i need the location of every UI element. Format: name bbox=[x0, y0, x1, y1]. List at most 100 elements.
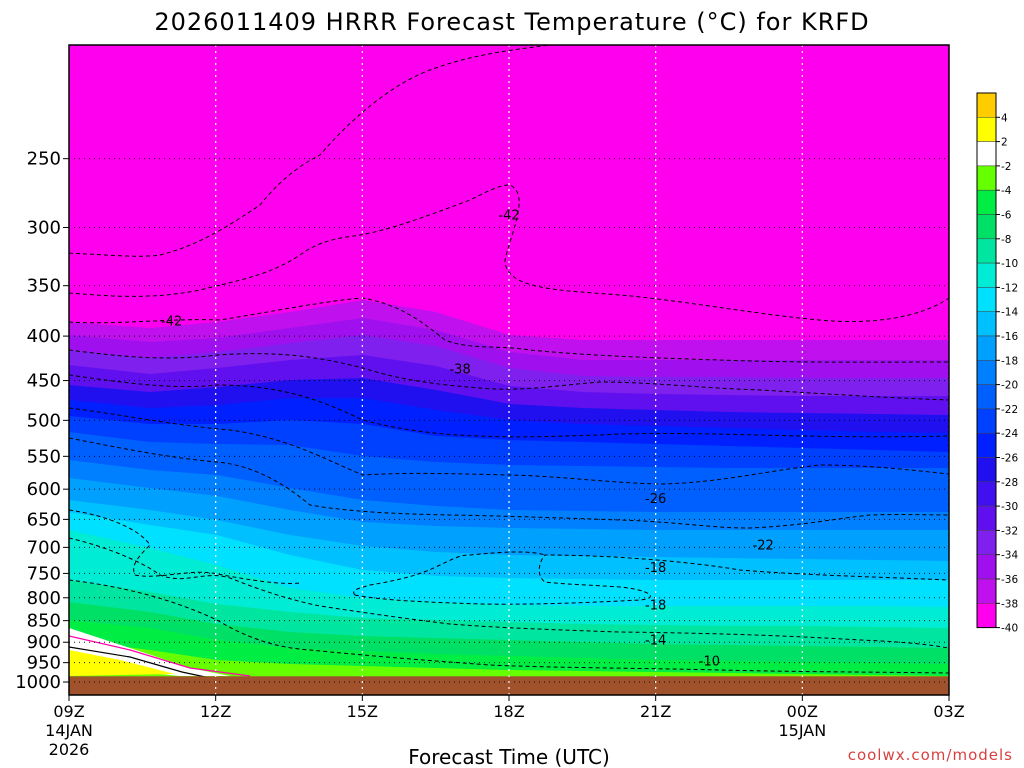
colorbar-label-6: -10 bbox=[1001, 258, 1018, 270]
contour-label-4: -22 bbox=[753, 539, 774, 554]
contour-line-1 bbox=[69, 184, 949, 322]
colorbar-box-19 bbox=[976, 554, 997, 580]
zero-isotherm bbox=[69, 646, 211, 679]
contour-line-2 bbox=[69, 297, 949, 363]
y-tick-label-550: 550 bbox=[27, 446, 61, 467]
x-tick-date-0: 14JAN bbox=[45, 721, 93, 740]
colorbar-box-4 bbox=[976, 189, 997, 215]
contour-label-3: -26 bbox=[645, 492, 666, 507]
ground-surface bbox=[69, 676, 949, 695]
contour-line-4 bbox=[69, 374, 949, 438]
contour-line-3 bbox=[69, 349, 949, 401]
credit-text[interactable]: coolwx.com/models bbox=[848, 746, 1013, 764]
y-tick-label-700: 700 bbox=[27, 537, 61, 558]
x-tick-label-18: 03Z bbox=[933, 702, 964, 721]
y-tick-label-500: 500 bbox=[27, 410, 61, 431]
x-tick-label-0: 09Z bbox=[53, 702, 84, 721]
colorbar-label-20: -38 bbox=[1001, 598, 1018, 610]
y-tick-label-950: 950 bbox=[27, 653, 61, 674]
colorbar-box-10 bbox=[976, 335, 997, 361]
x-tick-label-6: 15Z bbox=[347, 702, 378, 721]
colorbar-box-11 bbox=[976, 360, 997, 385]
colorbar-box-13 bbox=[976, 408, 997, 434]
contour-line-7 bbox=[69, 509, 301, 584]
y-tick-label-350: 350 bbox=[27, 276, 61, 297]
contour-label-1: -42 bbox=[161, 315, 182, 330]
colorbar-box-21 bbox=[976, 603, 997, 628]
x-tick-year-0: 2026 bbox=[49, 740, 90, 759]
colorbar-box-20 bbox=[976, 578, 997, 604]
colorbar-box-7 bbox=[976, 262, 997, 288]
x-tick-label-9: 18Z bbox=[493, 702, 524, 721]
colorbar-box-14 bbox=[976, 432, 997, 458]
contour-line-10 bbox=[354, 554, 949, 605]
contour-lines bbox=[69, 45, 949, 674]
colorbar-box-2 bbox=[976, 141, 997, 167]
colorbar-box-3 bbox=[976, 165, 997, 191]
contour-line-5 bbox=[69, 407, 949, 485]
contour-line-8 bbox=[69, 537, 949, 649]
colorbar-label-16: -30 bbox=[1001, 501, 1018, 513]
contour-line-11 bbox=[353, 551, 546, 596]
y-tick-label-850: 850 bbox=[27, 611, 61, 632]
colorbar-box-12 bbox=[976, 384, 997, 410]
colorbar-label-18: -34 bbox=[1001, 550, 1018, 562]
y-tick-label-650: 650 bbox=[27, 509, 61, 530]
colorbar-box-18 bbox=[976, 530, 997, 555]
x-tick-label-15: 00Z bbox=[787, 702, 818, 721]
colorbar-box-1 bbox=[976, 117, 997, 142]
colorbar-box-9 bbox=[976, 311, 997, 337]
colorbar-label-1: 2 bbox=[1001, 137, 1008, 149]
colorbar-label-9: -16 bbox=[1001, 331, 1018, 343]
colorbar-label-19: -36 bbox=[1001, 574, 1018, 586]
y-axis: 2503003504004505005506006507007508008509… bbox=[15, 149, 69, 693]
contour-label-0: -42 bbox=[498, 209, 519, 224]
pink-isotherm bbox=[69, 635, 251, 677]
y-tick-label-750: 750 bbox=[27, 563, 61, 584]
colorbar-label-8: -14 bbox=[1001, 307, 1018, 319]
colorbar-box-15 bbox=[976, 457, 997, 483]
contour-labels: -42 -42 -38 -26 -22 -18 -18 -14 -10 bbox=[161, 209, 774, 670]
freezing-lines bbox=[69, 635, 251, 679]
colorbar-label-15: -28 bbox=[1001, 477, 1018, 489]
colorbar-label-13: -24 bbox=[1001, 428, 1018, 440]
colorbar-box-16 bbox=[976, 481, 997, 507]
x-tick-label-12: 21Z bbox=[640, 702, 671, 721]
y-tick-label-400: 400 bbox=[27, 326, 61, 347]
y-tick-label-1000: 1000 bbox=[15, 672, 61, 693]
colorbar-box-8 bbox=[976, 287, 997, 312]
y-tick-label-250: 250 bbox=[27, 149, 61, 170]
colorbar-label-10: -18 bbox=[1001, 355, 1018, 367]
colorbar-label-2: -2 bbox=[1001, 161, 1011, 173]
colorbar-box-0 bbox=[976, 92, 997, 118]
colorbar-label-7: -12 bbox=[1001, 282, 1018, 294]
warm-wedge bbox=[69, 650, 175, 676]
contour-line-6 bbox=[69, 437, 949, 529]
x-tick-label-3: 12Z bbox=[200, 702, 231, 721]
colorbar-label-11: -20 bbox=[1001, 380, 1018, 392]
y-tick-label-600: 600 bbox=[27, 479, 61, 500]
x-tick-date-15: 15JAN bbox=[778, 721, 826, 740]
colorbar-label-14: -26 bbox=[1001, 453, 1018, 465]
colorbar-label-4: -6 bbox=[1001, 210, 1012, 222]
colorbar-box-17 bbox=[976, 505, 997, 531]
contour-label-8: -10 bbox=[699, 655, 720, 670]
y-tick-label-900: 900 bbox=[27, 632, 61, 653]
grid-lines bbox=[69, 45, 949, 695]
colorbar: 4 2 -2 -4 -6 -8 -10 -12 -14 -16 -18 -20 -22 -24 -26 -28… bbox=[976, 92, 1018, 635]
y-tick-label-300: 300 bbox=[27, 217, 61, 238]
colorbar-label-0: 4 bbox=[1001, 112, 1008, 124]
x-axis-label: Forecast Time (UTC) bbox=[408, 745, 610, 768]
contour-label-6: -18 bbox=[645, 598, 666, 613]
contour-label-7: -14 bbox=[645, 633, 666, 648]
colorbar-label-17: -32 bbox=[1001, 525, 1018, 537]
chart-title: 2026011409 HRRR Forecast Temperature (°C… bbox=[154, 8, 869, 36]
colorbar-box-5 bbox=[976, 214, 997, 240]
colorbar-box-6 bbox=[976, 238, 997, 264]
colorbar-label-12: -22 bbox=[1001, 404, 1018, 416]
y-tick-label-800: 800 bbox=[27, 588, 61, 609]
contour-label-5: -18 bbox=[645, 561, 666, 576]
colorbar-label-21: -40 bbox=[1001, 623, 1018, 635]
